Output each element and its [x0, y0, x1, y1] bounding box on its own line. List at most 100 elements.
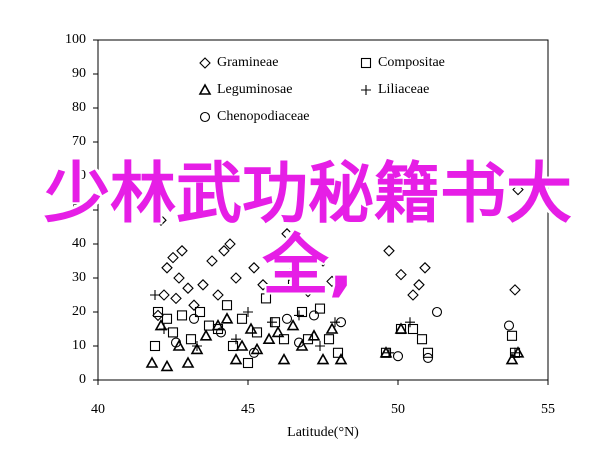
point — [293, 337, 305, 348]
point — [323, 334, 335, 345]
point — [295, 339, 309, 351]
point — [260, 293, 272, 304]
y-tick-label: 0 — [79, 372, 86, 387]
point — [229, 352, 243, 365]
y-tick-label: 80 — [72, 100, 86, 115]
legend-label: Compositae — [378, 55, 445, 70]
point — [503, 320, 515, 331]
legend-label: Liliaceae — [378, 82, 429, 97]
point — [244, 322, 258, 334]
point — [181, 356, 195, 368]
legend-marker — [199, 111, 211, 123]
point — [220, 312, 234, 324]
point — [395, 268, 407, 281]
point — [325, 322, 339, 334]
point — [231, 334, 241, 345]
point — [235, 339, 249, 351]
y-tick-label: 100 — [65, 32, 86, 47]
point — [212, 289, 224, 301]
point — [185, 334, 197, 345]
point — [294, 310, 304, 321]
point — [317, 255, 329, 267]
point — [176, 245, 188, 257]
point — [286, 318, 300, 331]
x-tick-label: 55 — [541, 402, 555, 417]
point — [224, 238, 236, 250]
point — [383, 245, 395, 257]
point — [392, 351, 404, 362]
point — [512, 183, 524, 196]
point — [271, 325, 285, 338]
point — [422, 347, 434, 358]
point — [158, 289, 170, 301]
point — [431, 306, 443, 318]
point — [314, 303, 326, 314]
point — [160, 359, 174, 372]
point — [159, 324, 169, 334]
point — [170, 292, 182, 305]
point — [227, 340, 239, 352]
point — [199, 329, 213, 341]
point — [145, 356, 159, 368]
y-tick-label: 10 — [72, 338, 86, 353]
point — [161, 262, 173, 274]
point — [149, 340, 161, 352]
point — [211, 318, 225, 331]
point — [243, 307, 253, 317]
point — [307, 329, 321, 341]
point — [506, 330, 518, 341]
point — [215, 327, 227, 338]
y-tick-label: 90 — [72, 66, 86, 81]
point — [308, 310, 320, 321]
point — [315, 341, 325, 351]
point — [281, 228, 293, 240]
x-tick-label: 40 — [91, 402, 105, 417]
point — [262, 332, 276, 344]
point — [170, 337, 182, 348]
legend-label: Chenopodiaceae — [217, 109, 310, 124]
y-tick-label: 70 — [72, 134, 86, 149]
point — [172, 339, 186, 351]
point — [302, 285, 314, 298]
point — [335, 317, 347, 328]
point — [413, 279, 425, 291]
point — [330, 317, 340, 328]
y-tick-label: 30 — [72, 270, 86, 285]
x-tick-label: 45 — [241, 402, 255, 417]
point — [394, 322, 408, 334]
point — [332, 347, 344, 358]
point — [407, 289, 419, 301]
point — [248, 347, 260, 358]
legend-marker — [198, 83, 212, 95]
point — [152, 309, 164, 322]
y-tick-label: 60 — [72, 168, 86, 183]
point — [173, 272, 185, 284]
point — [167, 251, 179, 264]
point — [278, 334, 290, 345]
point — [272, 245, 284, 257]
point — [152, 306, 164, 318]
point — [296, 306, 308, 318]
point — [407, 323, 419, 335]
point — [167, 327, 179, 338]
legend-marker — [199, 57, 211, 69]
point — [267, 317, 277, 328]
point — [510, 347, 520, 358]
point — [218, 245, 230, 257]
point — [326, 275, 338, 288]
point — [188, 313, 200, 324]
point — [182, 282, 194, 294]
x-tick-label: 50 — [391, 402, 405, 417]
point — [505, 352, 519, 365]
point — [316, 352, 330, 365]
point — [287, 279, 299, 290]
point — [384, 347, 394, 358]
point — [194, 306, 206, 318]
point — [203, 320, 215, 331]
point — [230, 272, 242, 284]
y-tick-label: 50 — [72, 202, 86, 217]
point — [197, 279, 209, 291]
point — [161, 313, 173, 324]
point — [188, 299, 200, 311]
